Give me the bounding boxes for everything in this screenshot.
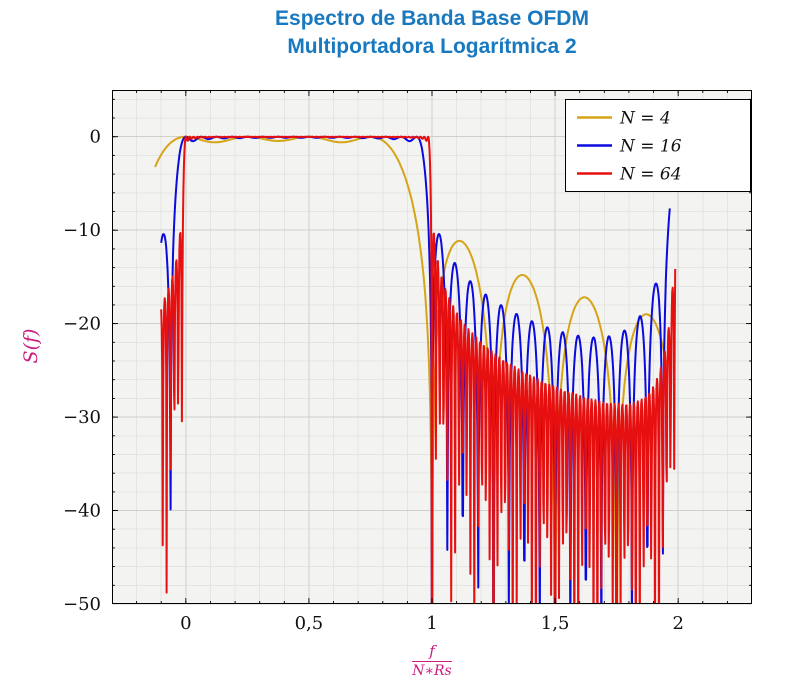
y-tick-label: −20 [63,314,101,335]
x-axis-label-numerator: f [412,642,452,662]
legend-label: N = 16 [619,137,682,157]
x-axis-label-denominator: N∗Rs [412,663,452,679]
x-axis-label: f N∗Rs [112,642,752,680]
chart-title-line2: Multiportadora Logarítmica 2 [287,35,577,58]
y-tick-label: 0 [90,127,101,148]
y-tick-label: −10 [63,220,101,241]
y-axis-label: S(f) [20,328,42,364]
legend-entry-n-4: N = 4 [577,109,671,129]
legend: N = 4 N = 16 N = 64 [565,99,751,192]
legend-entry-n-16: N = 16 [577,137,682,157]
chart-title-line1: Espectro de Banda Base OFDM [275,7,589,30]
y-tick-label: −40 [63,501,101,522]
x-tick-label: 0,5 [295,613,324,634]
chart-title: Espectro de Banda Base OFDM Multiportado… [112,5,752,61]
legend-label: N = 64 [619,165,682,185]
curves [154,135,677,604]
tick-marks [112,90,752,604]
tick-labels: 0 0,5 1 1,5 2 0 −10 −20 −30 −40 −50 [63,127,684,634]
legend-label: N = 4 [619,109,671,129]
legend-entry-n-64: N = 64 [577,165,682,185]
x-tick-label: 0 [180,613,191,634]
y-tick-label: −50 [63,594,101,615]
curve-n-64 [160,135,677,604]
x-axis-label-fraction: f N∗Rs [412,642,452,680]
x-tick-label: 1,5 [541,613,570,634]
y-tick-label: −30 [63,407,101,428]
x-tick-label: 1 [426,613,437,634]
x-tick-label: 2 [672,613,683,634]
